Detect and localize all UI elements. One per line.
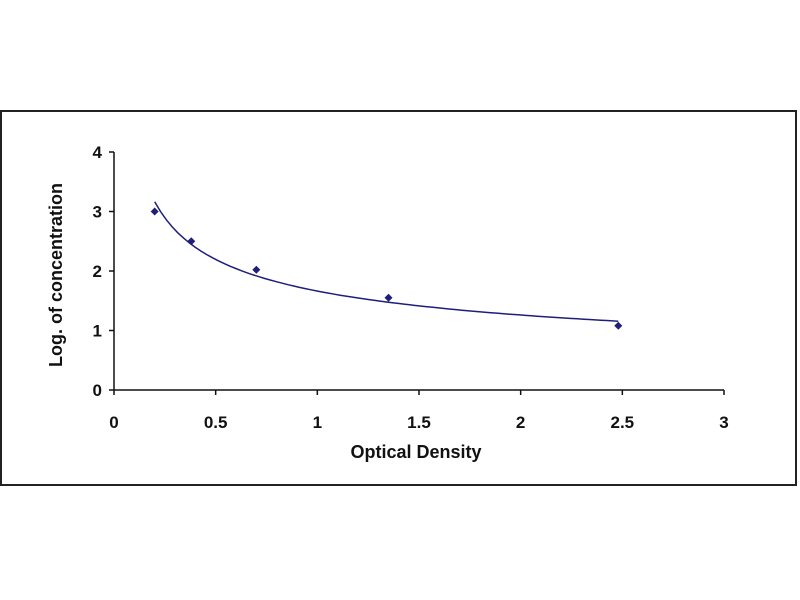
y-tick-label: 0	[93, 381, 102, 400]
axes	[113, 152, 724, 391]
x-tick-label: 1	[313, 413, 322, 432]
x-tick-label: 0.5	[204, 413, 228, 432]
x-tick-label: 2.5	[611, 413, 635, 432]
x-ticks: 0 0.5 1 1.5 2 2.5 3	[109, 390, 729, 432]
x-tick-label: 2	[516, 413, 525, 432]
y-tick-label: 3	[93, 203, 102, 222]
x-tick-label: 3	[719, 413, 728, 432]
y-ticks: 0 1 2 3 4	[93, 143, 114, 400]
y-tick-label: 2	[93, 262, 102, 281]
data-point	[384, 293, 393, 302]
x-tick-label: 0	[109, 413, 118, 432]
trend-curve	[154, 201, 619, 322]
data-points	[150, 207, 623, 330]
chart-plot: 0 0.5 1 1.5 2 2.5 3 0 1 2 3 4 Optical Density Log.…	[46, 143, 729, 462]
y-tick-label: 4	[93, 143, 103, 162]
chart-frame: 0 0.5 1 1.5 2 2.5 3 0 1 2 3 4 Optical Density Log.…	[0, 110, 797, 486]
y-tick-label: 1	[93, 322, 102, 341]
data-point	[187, 237, 196, 246]
data-point	[252, 265, 261, 274]
y-axis-title: Log. of concentration	[46, 183, 66, 367]
data-point	[614, 321, 623, 330]
x-axis-title: Optical Density	[350, 442, 481, 462]
data-point	[150, 207, 159, 216]
x-tick-label: 1.5	[407, 413, 431, 432]
